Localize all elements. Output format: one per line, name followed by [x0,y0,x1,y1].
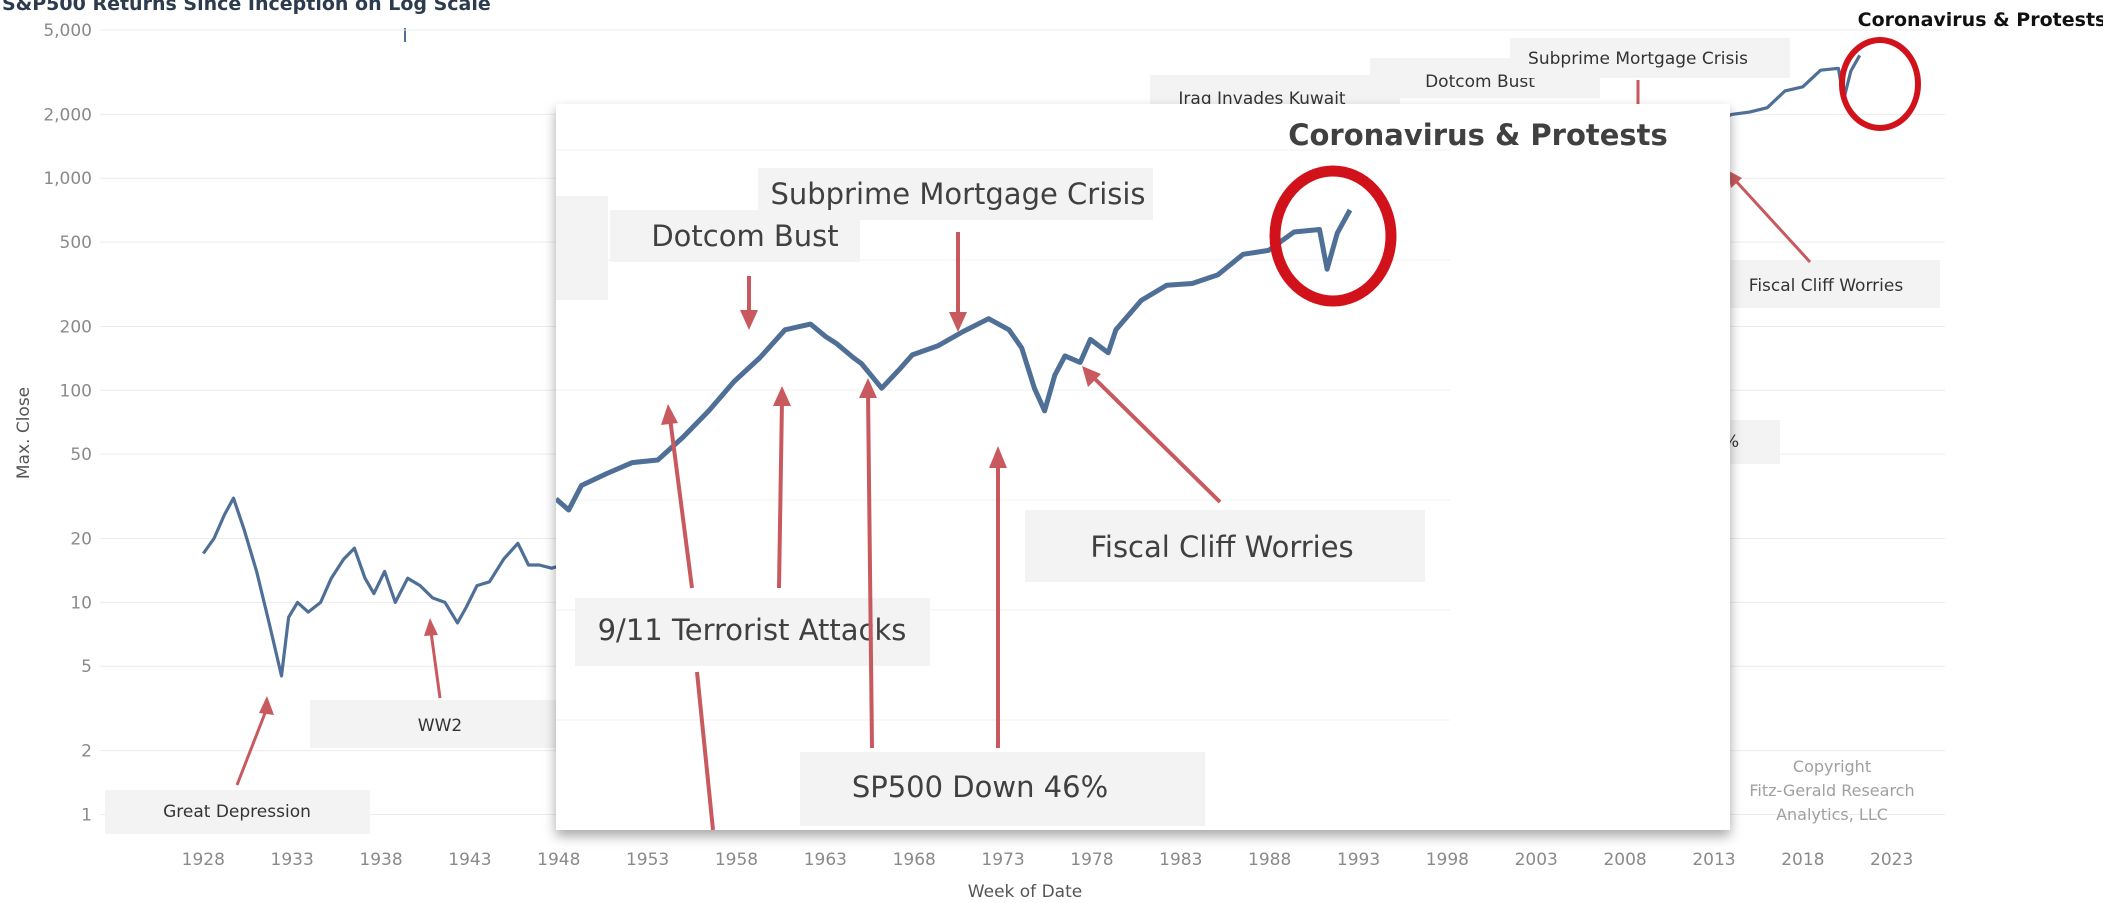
inset-sp-down-arrow-a [866,391,874,749]
x-tick-label: 1953 [626,850,669,870]
inset-911-arrow-a [668,417,694,589]
inset-sp-down-arrowhead-a [859,378,877,398]
x-tick-label: 1928 [182,850,225,870]
x-tick-label: 1988 [1248,850,1291,870]
inset-fiscal-arrowhead [1082,366,1101,387]
subprime-box [1510,38,1790,78]
main-x-axis: 1928 1933 1938 1943 1948 1953 1958 1963 1968 1973… [182,850,1914,870]
ww2-arrowhead [424,618,438,636]
inset-sp-down-label: SP500 Down 46% [852,770,1108,804]
inset-bg-band-1 [556,196,608,300]
inset-dotcom-arrowhead [740,310,758,330]
x-tick-label: 2018 [1781,850,1824,870]
x-tick-label: 1943 [448,850,491,870]
inset-fiscal-arrow [1092,376,1222,504]
inset-fiscal-label: Fiscal Cliff Worries [1090,530,1353,564]
inset-911-arrowhead-b [773,386,791,406]
y-tick-label: 10 [70,593,92,613]
x-tick-label: 1983 [1159,850,1202,870]
inset-dotcom-label: Dotcom Bust [651,219,838,253]
inset-subprime-label: Subprime Mortgage Crisis [770,177,1145,211]
inset-subprime-arrowhead [949,312,967,332]
inset-coronavirus-circle [1269,165,1397,307]
x-tick-label: 1948 [537,850,580,870]
ww2-arrow [429,631,442,699]
inset-911-arrow-b [777,399,784,589]
x-tick-label: 1963 [804,850,847,870]
y-tick-label: 100 [60,381,92,401]
coronavirus-label: Coronavirus & Protests [1858,9,2103,31]
inset-911-label: 9/11 Terrorist Attacks [598,613,907,647]
y-tick-label: 2 [81,742,92,762]
great-depression-arrowhead [259,696,274,715]
copyright-line-3: Analytics, LLC [1776,805,1888,824]
y-tick-label: 200 [60,317,92,337]
copyright-line-1: Copyright [1793,757,1871,776]
x-tick-label: 2023 [1870,850,1913,870]
coronavirus-circle [1839,37,1921,131]
great-depression-label: Great Depression [163,802,311,822]
inset-dotcom-box [610,210,860,262]
x-tick-label: 1958 [715,850,758,870]
x-tick-label: 1973 [981,850,1024,870]
x-tick-label: 2008 [1603,850,1646,870]
fiscal-box [1722,260,1940,308]
x-tick-label: 1998 [1426,850,1469,870]
ww2-box [310,700,570,748]
inset-911-arrow-tail [695,671,715,830]
inset-series [556,208,1353,513]
main-chart-title: S&P500 Returns Since Inception on Log Sc… [2,0,491,15]
x-tick-label: 2003 [1515,850,1558,870]
inset-911-arrowhead-a [661,404,678,425]
title-cursor-tick [404,28,406,42]
x-tick-label: 1968 [893,850,936,870]
y-tick-label: 1 [81,805,92,825]
fiscal-arrowhead [1727,170,1742,188]
great-depression-arrow [235,707,269,786]
main-annotations: Great Depression WW2 Iraq Invades Kuwait… [105,9,2103,834]
subprime-label: Subprime Mortgage Crisis [1528,49,1748,69]
inset-series-line [556,208,1353,513]
y-tick-label: 5 [81,657,92,677]
inset-fiscal-box [1025,510,1425,582]
y-tick-label: 50 [70,445,92,465]
great-depression-box [105,790,370,834]
inset-coronavirus-label: Coronavirus & Protests [1288,118,1668,152]
y-tick-label: 500 [60,233,92,253]
x-tick-label: 1938 [359,850,402,870]
y-tick-label: 5,000 [43,21,92,41]
x-tick-label: 1933 [271,850,314,870]
y-tick-label: 1,000 [43,169,92,189]
x-tick-label: 1993 [1337,850,1380,870]
ww2-label: WW2 [418,716,462,736]
inset-sp-down-arrowhead-b [989,446,1007,468]
main-y-axis: 5,000 2,000 1,000 500 200 100 50 20 10 5 2 1 [43,21,92,825]
fiscal-label: Fiscal Cliff Worries [1749,276,1904,296]
fiscal-arrow [1733,178,1812,264]
copyright-line-2: Fitz-Gerald Research [1749,781,1914,800]
x-tick-label: 2013 [1692,850,1735,870]
x-tick-label: 1978 [1070,850,1113,870]
x-axis-title: Week of Date [968,882,1082,902]
dotcom-label: Dotcom Bust [1425,72,1535,92]
inset-arrows [661,232,1222,830]
inset-chart: Coronavirus & Protests Subprime Mortgage… [556,104,1730,830]
inset-sp-down-box [800,752,1205,826]
y-axis-title: Max. Close [14,387,34,479]
y-tick-label: 20 [70,530,92,550]
y-tick-label: 2,000 [43,105,92,125]
